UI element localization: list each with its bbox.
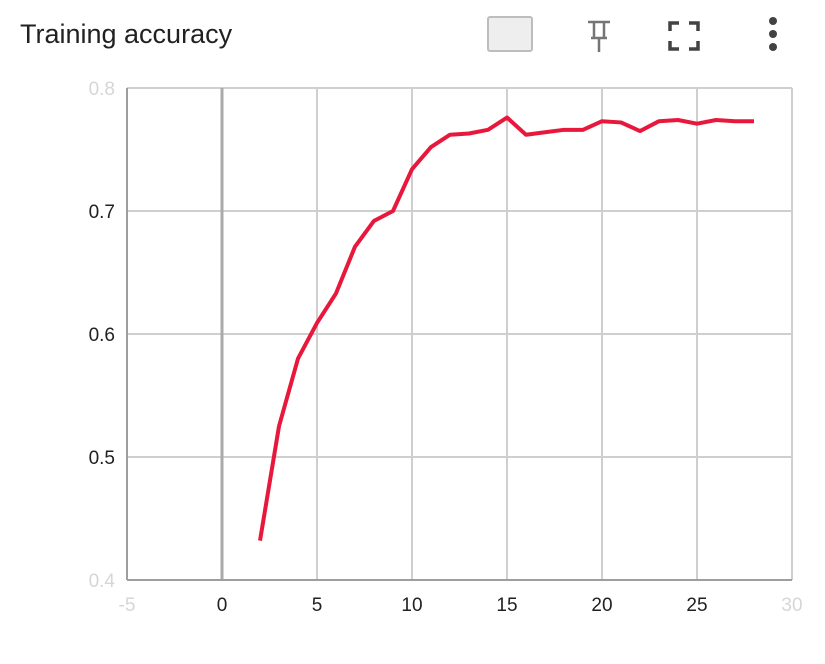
x-tick-label: 15 <box>496 595 517 616</box>
x-tick-label: 0 <box>217 595 228 616</box>
y-tick-label: 0.6 <box>89 325 115 346</box>
data-line <box>258 115 754 541</box>
y-tick-label: 0.4 <box>89 571 116 592</box>
fit-domain-button[interactable] <box>487 16 533 52</box>
plot-area <box>258 115 754 541</box>
toolbar <box>487 16 777 52</box>
y-tick-label: 0.7 <box>89 202 115 223</box>
x-tick-label: 5 <box>312 595 323 616</box>
pin-button[interactable] <box>588 20 610 52</box>
axes: 0.4 0.5 0.6 0.7 0.8 -5 0 5 10 15 20 25 30 <box>89 79 803 616</box>
x-tick-label: 30 <box>781 595 802 616</box>
x-tick-label: 20 <box>591 595 612 616</box>
y-tick-label: 0.5 <box>89 448 115 469</box>
more-button[interactable] <box>769 17 777 51</box>
x-tick-label: 10 <box>401 595 422 616</box>
x-tick-label: 25 <box>686 595 707 616</box>
x-tick-label: -5 <box>119 595 136 616</box>
chart-title: Training accuracy <box>20 19 233 49</box>
fullscreen-button[interactable] <box>668 21 700 51</box>
y-tick-label: 0.8 <box>89 79 115 100</box>
